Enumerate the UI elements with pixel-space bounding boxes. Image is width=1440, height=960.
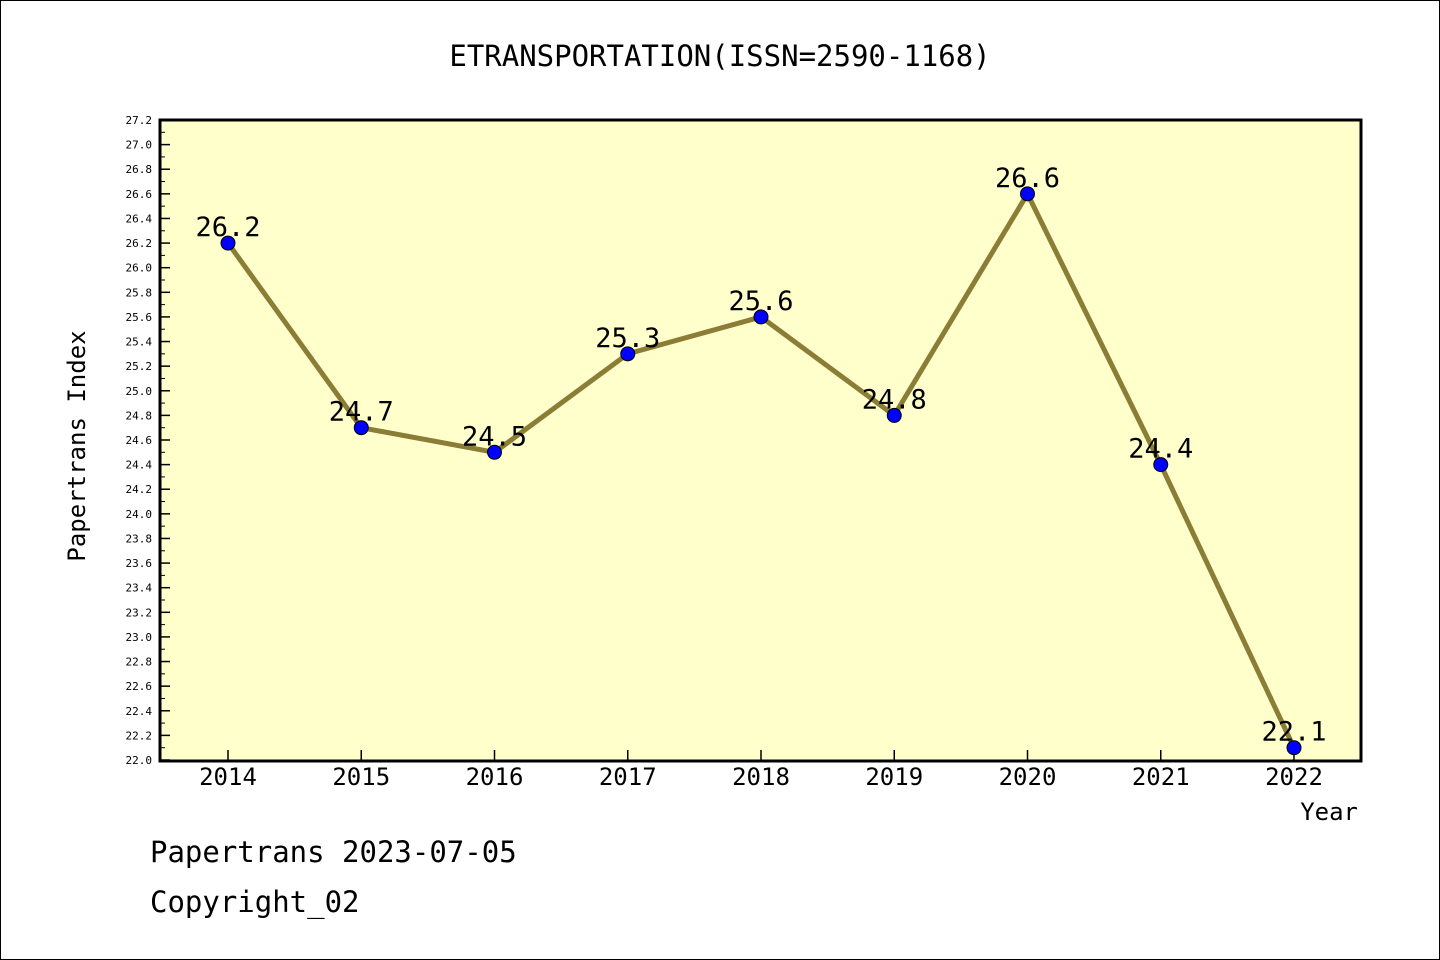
y-tick-label: 24.2 (126, 483, 153, 496)
y-tick-label: 22.6 (126, 680, 153, 693)
y-tick-label: 22.2 (126, 729, 153, 742)
y-tick-label: 27.2 (126, 114, 153, 127)
data-label: 26.2 (195, 212, 260, 243)
y-tick-label: 25.6 (126, 311, 153, 324)
x-axis-label: Year (1300, 798, 1358, 826)
x-tick-label: 2022 (1265, 763, 1323, 791)
data-label: 25.3 (595, 323, 660, 354)
y-tick-label: 24.4 (126, 459, 153, 472)
data-label: 24.8 (862, 384, 927, 415)
data-label: 24.5 (462, 421, 527, 452)
y-tick-label: 24.8 (126, 409, 153, 422)
data-labels: 26.2 24.7 24.5 25.3 25.6 24.8 26.6 24.4 22.1 (195, 163, 1326, 748)
x-tick-label: 2018 (732, 763, 790, 791)
y-tick-label: 25.2 (126, 360, 153, 373)
y-tick-label: 22.4 (126, 705, 153, 718)
y-tick-label: 25.0 (126, 385, 153, 398)
x-axis: 2014 2015 2016 2017 2018 2019 2020 2021 2022 (199, 750, 1323, 791)
y-tick-label: 26.2 (126, 237, 153, 250)
y-tick-label: 23.2 (126, 606, 153, 619)
y-tick-label: 24.0 (126, 508, 153, 521)
data-point (1153, 457, 1169, 473)
y-tick-label: 26.0 (126, 262, 153, 275)
footer-date: Papertrans 2023-07-05 (150, 835, 517, 869)
data-point (487, 444, 502, 460)
data-label: 24.7 (329, 397, 394, 428)
y-tick-label: 22.0 (126, 754, 153, 767)
y-tick-label: 26.8 (126, 163, 153, 176)
x-tick-label: 2015 (332, 763, 390, 791)
y-tick-label: 25.8 (126, 286, 153, 299)
x-tick-label: 2019 (865, 763, 923, 791)
plot-area (158, 118, 1363, 763)
footer-copyright: Copyright_02 (150, 885, 360, 919)
data-point (620, 346, 636, 362)
y-axis-label: Papertrans Index (63, 330, 91, 561)
x-tick-label: 2017 (599, 763, 657, 791)
y-tick-label: 23.8 (126, 532, 153, 545)
data-label: 22.1 (1261, 717, 1326, 748)
y-tick-label: 25.4 (126, 336, 153, 349)
data-point (220, 235, 236, 251)
y-tick-label: 23.6 (126, 557, 153, 570)
y-tick-label: 26.6 (126, 188, 153, 201)
data-label: 24.4 (1128, 434, 1193, 465)
data-point (886, 407, 902, 423)
data-point (1020, 186, 1035, 202)
data-point (1286, 740, 1302, 756)
x-tick-label: 2021 (1132, 763, 1190, 791)
x-tick-label: 2014 (199, 763, 257, 791)
y-tick-label: 27.0 (126, 139, 153, 152)
chart-title: ETRANSPORTATION(ISSN=2590-1168) (449, 39, 990, 73)
x-tick-label: 2020 (999, 763, 1057, 791)
y-tick-label: 24.6 (126, 434, 153, 447)
y-tick-label: 22.8 (126, 656, 153, 669)
y-axis: 22.0 22.2 22.4 22.6 22.8 23.0 23.2 23.4 23.6 23.8… (126, 114, 170, 767)
series-layer (220, 186, 1302, 756)
x-tick-label: 2016 (466, 763, 524, 791)
y-tick-label: 23.4 (126, 582, 153, 595)
data-label: 25.6 (728, 286, 793, 317)
y-tick-label: 26.4 (126, 212, 153, 225)
data-point (753, 309, 769, 325)
y-tick-label: 23.0 (126, 631, 153, 644)
data-label: 26.6 (995, 163, 1060, 194)
data-point (353, 420, 369, 436)
